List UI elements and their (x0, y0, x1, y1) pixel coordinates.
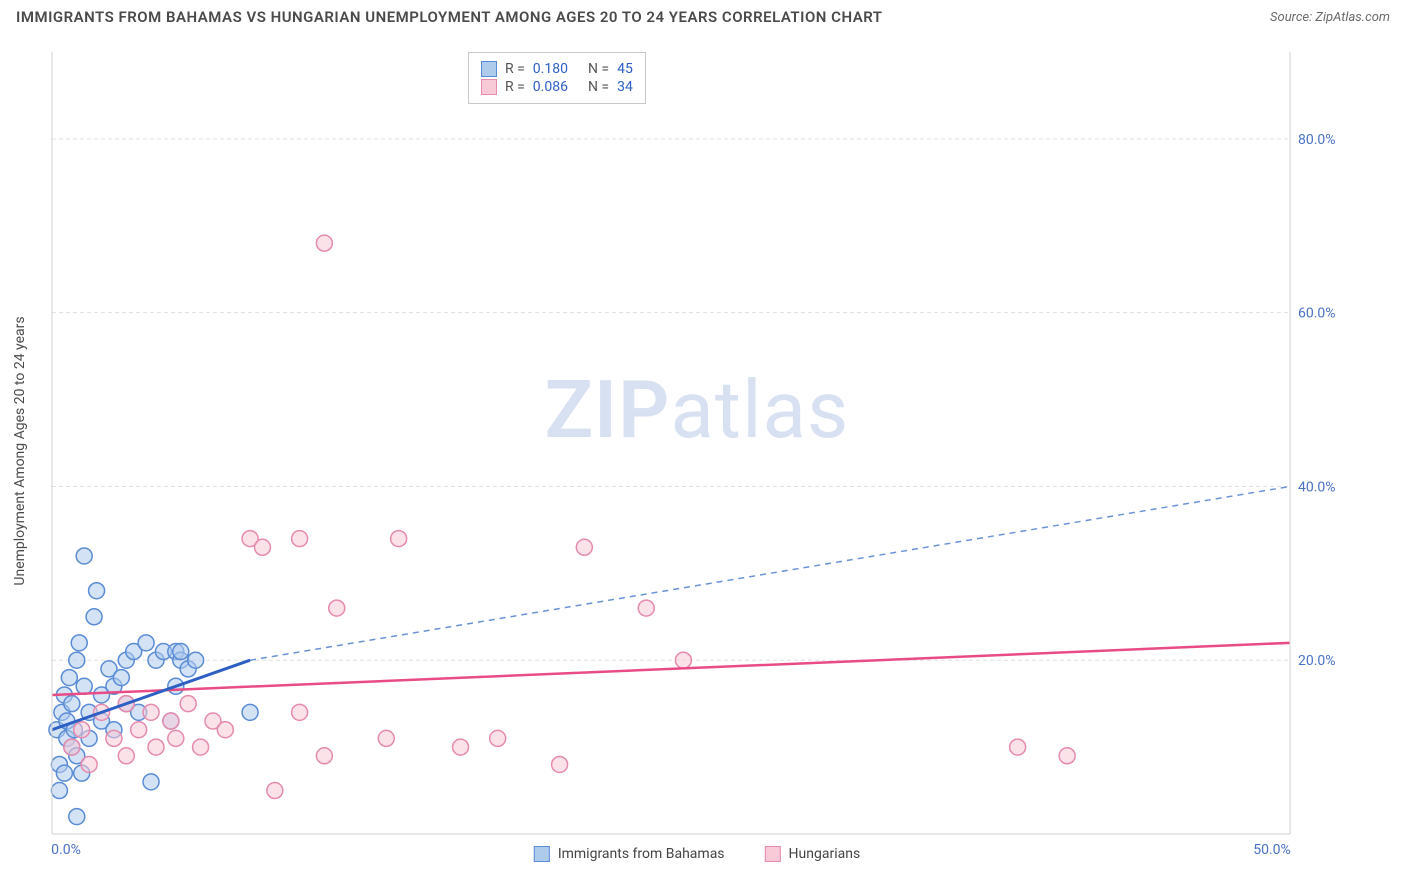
r-label: R = (505, 79, 525, 95)
r-value: 0.086 (533, 79, 568, 95)
legend-swatch (534, 846, 550, 862)
scatter-point (490, 730, 506, 746)
scatter-point (71, 635, 87, 651)
legend-swatch (765, 846, 781, 862)
scatter-point (64, 696, 80, 712)
y-tick-label: 80.0% (1298, 132, 1336, 148)
stat-row: R = 0.180 N = 45 (481, 61, 633, 77)
scatter-point (638, 600, 654, 616)
legend-swatch (481, 61, 497, 77)
scatter-point (56, 765, 72, 781)
scatter-point (64, 739, 80, 755)
legend-label: Immigrants from Bahamas (558, 846, 725, 862)
scatter-point (1059, 748, 1075, 764)
scatter-point (254, 539, 270, 555)
scatter-point (143, 704, 159, 720)
scatter-point (76, 678, 92, 694)
scatter-point (576, 539, 592, 555)
n-label: N = (588, 79, 609, 95)
scatter-point (391, 531, 407, 547)
scatter-point (217, 722, 233, 738)
scatter-point (267, 783, 283, 799)
stat-row: R = 0.086 N = 34 (481, 79, 633, 95)
scatter-point (131, 722, 147, 738)
scatter-point (316, 235, 332, 251)
scatter-point (242, 704, 258, 720)
scatter-point (61, 670, 77, 686)
scatter-point (329, 600, 345, 616)
scatter-point (76, 548, 92, 564)
scatter-point (180, 696, 196, 712)
scatter-point (51, 783, 67, 799)
scatter-point (188, 652, 204, 668)
legend-swatch (481, 79, 497, 95)
scatter-point (89, 583, 105, 599)
legend: Immigrants from Bahamas Hungarians (534, 846, 860, 862)
scatter-point (148, 739, 164, 755)
n-value: 34 (617, 79, 633, 95)
chart-area: Unemployment Among Ages 20 to 24 years Z… (48, 40, 1346, 862)
r-label: R = (505, 61, 525, 77)
scatter-point (81, 756, 97, 772)
trend-line-blue-extrapolated (250, 486, 1290, 660)
scatter-point (143, 774, 159, 790)
scatter-point (74, 722, 90, 738)
n-label: N = (588, 61, 609, 77)
scatter-point (453, 739, 469, 755)
n-value: 45 (617, 61, 633, 77)
scatter-point (69, 652, 85, 668)
y-tick-label: 40.0% (1298, 479, 1336, 495)
scatter-point (163, 713, 179, 729)
scatter-point (86, 609, 102, 625)
correlation-stats-box: R = 0.180 N = 45 R = 0.086 N = 34 (468, 52, 646, 104)
legend-label: Hungarians (789, 846, 861, 862)
scatter-point (173, 644, 189, 660)
y-tick-label: 60.0% (1298, 306, 1336, 322)
scatter-point (113, 670, 129, 686)
scatter-point (69, 809, 85, 825)
scatter-point (292, 704, 308, 720)
r-value: 0.180 (533, 61, 568, 77)
trend-line-pink (52, 643, 1290, 695)
scatter-point (193, 739, 209, 755)
scatter-point (1010, 739, 1026, 755)
x-tick-label: 50.0% (1253, 842, 1291, 858)
scatter-point (552, 756, 568, 772)
scatter-point (106, 730, 122, 746)
scatter-point (138, 635, 154, 651)
source-label: Source: ZipAtlas.com (1270, 10, 1390, 25)
scatter-plot: 20.0% 40.0% 60.0% 80.0% 0.0% 50.0% (48, 40, 1346, 862)
scatter-point (118, 748, 134, 764)
chart-header: IMMIGRANTS FROM BAHAMAS VS HUNGARIAN UNE… (0, 0, 1406, 30)
scatter-point (378, 730, 394, 746)
chart-title: IMMIGRANTS FROM BAHAMAS VS HUNGARIAN UNE… (16, 8, 883, 26)
scatter-point (675, 652, 691, 668)
y-axis-label: Unemployment Among Ages 20 to 24 years (12, 316, 28, 585)
x-tick-label: 0.0% (51, 842, 81, 858)
legend-item: Hungarians (765, 846, 861, 862)
legend-item: Immigrants from Bahamas (534, 846, 725, 862)
y-tick-label: 20.0% (1298, 653, 1336, 669)
scatter-point (316, 748, 332, 764)
scatter-point (168, 730, 184, 746)
scatter-point (292, 531, 308, 547)
